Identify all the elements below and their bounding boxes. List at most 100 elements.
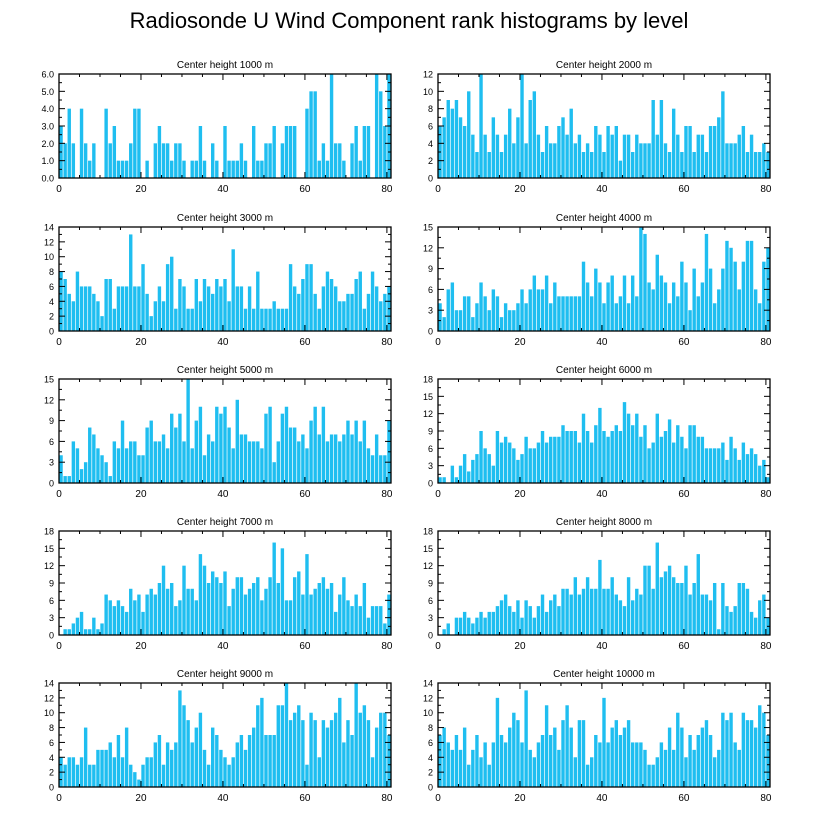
histogram-bar: [247, 441, 252, 483]
histogram-bar: [516, 600, 520, 635]
histogram-bar: [622, 275, 627, 331]
histogram-bar: [762, 712, 766, 787]
histogram-bar: [708, 268, 713, 331]
histogram-bar: [354, 279, 358, 331]
histogram-bar: [671, 442, 676, 483]
histogram-bar: [565, 134, 569, 178]
histogram-bar: [524, 303, 528, 331]
histogram-bar: [71, 757, 76, 787]
y-tick-label: 15: [44, 375, 54, 385]
histogram-bar: [700, 727, 705, 787]
histogram-bar: [104, 594, 108, 635]
histogram-bar: [211, 293, 215, 331]
histogram-bar: [704, 720, 709, 787]
histogram-bar: [301, 279, 305, 331]
y-tick-label: 6: [49, 596, 54, 606]
histogram-bar: [67, 476, 71, 483]
histogram-bar: [712, 757, 717, 787]
histogram-bar: [325, 160, 330, 178]
histogram-bar: [321, 577, 326, 635]
histogram-bar: [536, 442, 541, 483]
histogram-bar: [655, 134, 659, 178]
histogram-bar: [305, 448, 309, 483]
histogram-bar: [260, 600, 264, 635]
histogram-bar: [626, 303, 631, 331]
histogram-bar: [112, 757, 117, 787]
histogram-bar: [321, 143, 326, 178]
histogram-bar: [462, 296, 467, 331]
histogram-bar: [133, 286, 137, 331]
histogram-bar: [549, 436, 553, 483]
histogram-bar: [268, 406, 272, 483]
histogram-bar: [561, 117, 565, 178]
histogram-bar: [366, 293, 371, 331]
histogram-bar: [696, 735, 700, 787]
histogram-bar: [321, 720, 326, 787]
histogram-bar: [708, 600, 713, 635]
histogram-bar: [231, 448, 235, 483]
histogram-bar: [688, 594, 692, 635]
histogram-bar: [370, 606, 375, 635]
histogram-bar: [688, 735, 692, 787]
histogram-bar: [590, 152, 594, 178]
histogram-bar: [458, 310, 463, 331]
histogram-bar: [96, 448, 100, 483]
histogram-bar: [717, 448, 721, 483]
histogram-bar: [174, 308, 178, 331]
chart-panel: Center height 2000 m 0 20 40 60 80 0 2 4 6 8 10 12: [423, 60, 772, 195]
histogram-bar: [67, 757, 71, 787]
histogram-bar: [438, 477, 442, 483]
histogram-bar: [549, 143, 553, 178]
histogram-bar: [231, 160, 235, 178]
histogram-bar: [717, 289, 721, 331]
histogram-bar: [704, 594, 709, 635]
histogram-bar: [544, 275, 549, 331]
histogram-bar: [329, 279, 334, 331]
histogram-bar: [219, 749, 223, 787]
histogram-bar: [260, 308, 264, 331]
histogram-bar: [239, 143, 244, 178]
histogram-bar: [590, 588, 594, 635]
histogram-bar: [528, 448, 532, 483]
histogram-bar: [178, 600, 182, 635]
histogram-bar: [92, 143, 96, 178]
histogram-bar: [602, 588, 606, 635]
histogram-bar: [297, 293, 301, 331]
histogram-bar: [206, 583, 211, 635]
histogram-bar: [557, 126, 561, 178]
histogram-bar: [280, 308, 285, 331]
histogram-bar: [696, 134, 700, 178]
histogram-bar: [383, 126, 387, 178]
y-tick-label: 3: [428, 461, 433, 471]
histogram-bar: [532, 617, 537, 635]
histogram-bar: [329, 720, 334, 787]
y-tick-label: 15: [44, 544, 54, 554]
histogram-bar: [137, 286, 141, 331]
histogram-bar: [251, 583, 256, 635]
histogram-bar: [553, 594, 557, 635]
chart-panel: Center height 3000 m 0 20 40 60 80 0 2 4 6 8 10 12 14: [44, 213, 393, 348]
histogram-bar: [305, 764, 309, 787]
x-tick-label: 40: [217, 489, 229, 500]
y-tick-label: 0: [428, 631, 433, 641]
histogram-bar: [549, 735, 553, 787]
histogram-bar: [585, 764, 590, 787]
histogram-bar: [717, 749, 721, 787]
histogram-bar: [79, 108, 84, 178]
histogram-bar: [651, 289, 655, 331]
histogram-bar: [700, 594, 705, 635]
histogram-bar: [565, 588, 569, 635]
y-tick-label: 6: [49, 282, 54, 292]
histogram-bar: [75, 271, 80, 331]
histogram-bar: [133, 441, 137, 483]
histogram-bar: [239, 434, 244, 483]
histogram-bar: [358, 271, 362, 331]
histogram-bar: [211, 571, 215, 635]
x-tick-label: 80: [760, 489, 772, 500]
histogram-bar: [499, 317, 504, 331]
histogram-bar: [749, 134, 754, 178]
y-tick-label: 3.0: [41, 122, 54, 132]
histogram-bar: [301, 594, 305, 635]
histogram-bar: [594, 588, 598, 635]
histogram-bar: [202, 160, 207, 178]
